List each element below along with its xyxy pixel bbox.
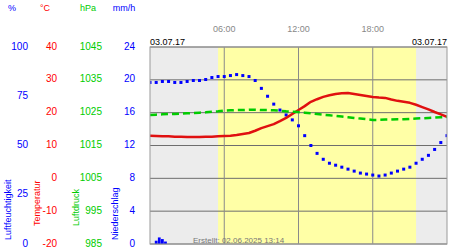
humidity-point bbox=[402, 168, 405, 171]
humidity-point bbox=[210, 76, 213, 79]
humidity-point bbox=[291, 118, 294, 121]
axis-unit: mm/h bbox=[113, 3, 136, 13]
night-background bbox=[150, 47, 447, 244]
date-label: 03.07.17 bbox=[412, 37, 447, 47]
y-tick-label: 16 bbox=[124, 106, 136, 117]
x-tick-label: 12:00 bbox=[287, 24, 310, 34]
axis-unit: hPa bbox=[80, 3, 96, 13]
axis-title: Luftfeuchtigkeit bbox=[3, 179, 13, 240]
humidity-point bbox=[415, 162, 418, 165]
humidity-point bbox=[173, 81, 176, 84]
pressure-line bbox=[150, 110, 447, 120]
humidity-point bbox=[248, 75, 251, 78]
humidity-point bbox=[408, 166, 411, 169]
axis-title: Luftdruck bbox=[71, 188, 81, 226]
chart: 06:00 12:00 18:00 03.07.17 03.07.17% 0 25 50 75 1… bbox=[0, 0, 450, 250]
humidity-point bbox=[186, 80, 189, 83]
humidity-point bbox=[266, 95, 269, 98]
date-label: 03.07.17 bbox=[150, 37, 185, 47]
humidity-point bbox=[371, 174, 374, 177]
y-tick-label: 1025 bbox=[80, 106, 103, 117]
humidity-point bbox=[353, 170, 356, 173]
y-tick-label: 1015 bbox=[80, 139, 103, 150]
humidity-point bbox=[433, 148, 436, 151]
y-tick-label: 100 bbox=[11, 41, 28, 52]
grid-line bbox=[372, 47, 373, 244]
y-tick-label: 4 bbox=[129, 205, 135, 216]
y-tick-label: 1035 bbox=[80, 73, 103, 84]
humidity-point bbox=[241, 74, 244, 77]
y-tick-label: 985 bbox=[85, 238, 102, 249]
y-tick-label: -10 bbox=[43, 205, 58, 216]
humidity-point bbox=[235, 73, 238, 76]
grid-line bbox=[298, 47, 299, 244]
humidity-point bbox=[334, 164, 337, 167]
y-tick-label: 8 bbox=[129, 172, 135, 183]
axis-title: Niederschlag bbox=[110, 187, 120, 240]
y-tick-label: 24 bbox=[124, 41, 136, 52]
humidity-point bbox=[155, 81, 158, 84]
rain-bar bbox=[158, 237, 161, 244]
grid-line bbox=[224, 47, 225, 244]
axis-unit: % bbox=[8, 3, 16, 13]
y-tick-label: 10 bbox=[46, 139, 58, 150]
humidity-point bbox=[421, 158, 424, 161]
humidity-point bbox=[439, 141, 442, 144]
axis-title: Temperatur bbox=[32, 180, 42, 226]
humidity-point bbox=[396, 170, 399, 173]
humidity-point bbox=[223, 75, 226, 78]
humidity-point bbox=[309, 144, 312, 147]
humidity-point bbox=[390, 172, 393, 175]
humidity-point bbox=[217, 75, 220, 78]
y-tick-label: 20 bbox=[124, 73, 136, 84]
humidity-point bbox=[179, 81, 182, 84]
plot-frame bbox=[150, 47, 447, 244]
y-tick-label: 75 bbox=[17, 90, 29, 101]
humidity-point bbox=[359, 172, 362, 175]
y-tick-label: 0 bbox=[51, 172, 57, 183]
plot-area bbox=[150, 73, 447, 244]
humidity-point bbox=[316, 152, 319, 155]
y-tick-label: 0 bbox=[129, 238, 135, 249]
humidity-point bbox=[347, 168, 350, 171]
y-tick-label: 995 bbox=[85, 205, 102, 216]
humidity-point bbox=[340, 166, 343, 169]
y-tick-label: 25 bbox=[17, 188, 29, 199]
humidity-point bbox=[161, 80, 164, 83]
humidity-point bbox=[204, 78, 207, 81]
humidity-point bbox=[322, 158, 325, 161]
humidity-point bbox=[328, 162, 331, 165]
footer: Erstellt: 02.06.2025 13:14 bbox=[193, 236, 285, 245]
humidity-point bbox=[229, 74, 232, 77]
temperature-line bbox=[150, 93, 447, 137]
y-tick-label: -20 bbox=[43, 238, 58, 249]
axis-unit: °C bbox=[40, 3, 51, 13]
humidity-point bbox=[254, 79, 257, 82]
y-tick-label: 50 bbox=[17, 139, 29, 150]
humidity-point bbox=[297, 124, 300, 127]
y-tick-label: 0 bbox=[22, 238, 28, 249]
humidity-point bbox=[303, 134, 306, 137]
humidity-point bbox=[377, 175, 380, 178]
y-tick-label: 1045 bbox=[80, 41, 103, 52]
humidity-point bbox=[198, 79, 201, 82]
humidity-point bbox=[365, 173, 368, 176]
y-tick-label: 40 bbox=[46, 41, 58, 52]
humidity-point bbox=[384, 174, 387, 177]
humidity-point bbox=[260, 87, 263, 90]
y-tick-label: 12 bbox=[124, 139, 136, 150]
humidity-point bbox=[427, 154, 430, 157]
humidity-point bbox=[278, 109, 281, 112]
x-tick-label: 06:00 bbox=[213, 24, 236, 34]
humidity-point bbox=[272, 103, 275, 106]
x-tick-label: 18:00 bbox=[361, 24, 384, 34]
rain-bar bbox=[161, 239, 164, 244]
humidity-point bbox=[167, 80, 170, 83]
y-tick-label: 20 bbox=[46, 106, 58, 117]
y-tick-label: 30 bbox=[46, 73, 58, 84]
y-tick-label: 1005 bbox=[80, 172, 103, 183]
humidity-point bbox=[192, 79, 195, 82]
